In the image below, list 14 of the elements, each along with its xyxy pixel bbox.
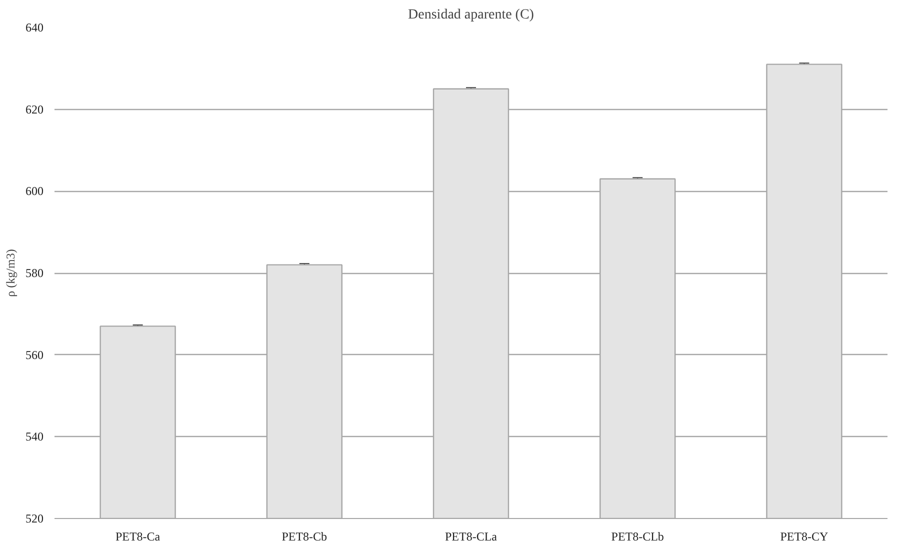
y-tick-label: 600 xyxy=(26,184,44,198)
x-tick-label: PET8-CY xyxy=(780,530,829,544)
y-axis-title: ρ (kg/m3) xyxy=(4,249,18,297)
x-tick-label: PET8-Ca xyxy=(115,530,161,544)
y-tick-label: 620 xyxy=(26,102,44,116)
chart-title: Densidad aparente (C) xyxy=(408,8,534,22)
x-tick-label: PET8-CLb xyxy=(611,530,664,544)
y-tick-label: 540 xyxy=(26,430,44,444)
y-tick-label: 520 xyxy=(26,512,44,526)
y-tick-label: 580 xyxy=(26,266,44,280)
x-tick-label: PET8-CLa xyxy=(445,530,498,544)
x-tick-label: PET8-Cb xyxy=(282,530,328,544)
y-tick-label: 560 xyxy=(26,348,44,362)
y-tick-label: 640 xyxy=(26,20,44,34)
